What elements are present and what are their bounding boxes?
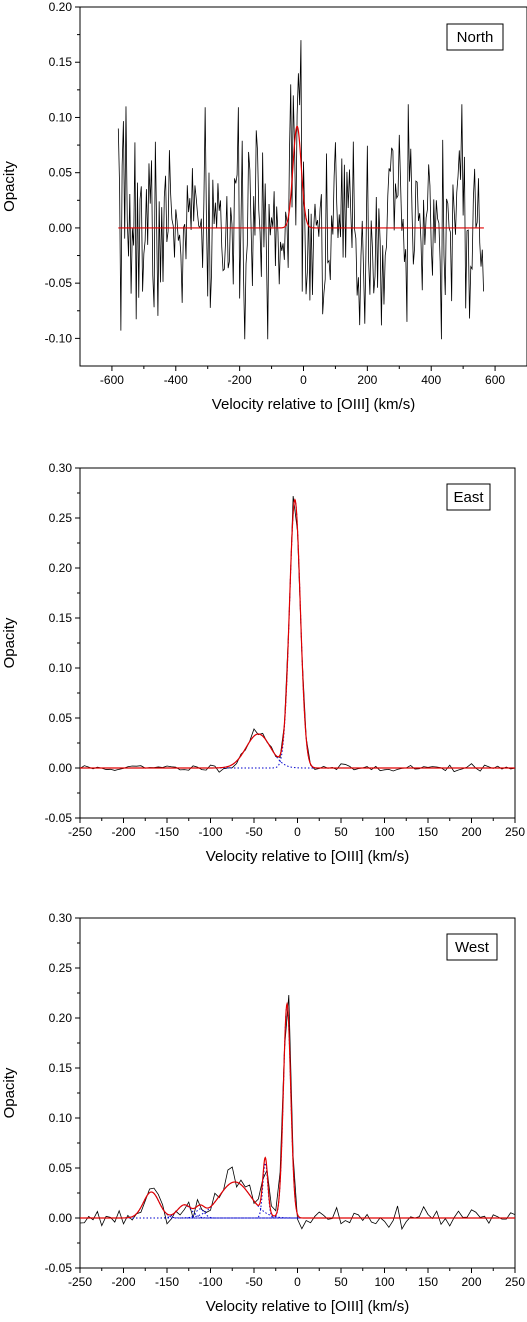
y-tick-label: 0.05 [49, 711, 73, 725]
x-tick-label: -50 [245, 825, 263, 839]
y-tick-label: 0.30 [49, 461, 73, 475]
x-axis-label: Velocity relative to [OIII] (km/s) [212, 396, 415, 413]
gaussian-fit-line [80, 1001, 515, 1219]
y-tick-label: 0.05 [49, 166, 73, 180]
y-tick-label: 0.10 [49, 661, 73, 675]
x-tick-label: -400 [164, 373, 188, 387]
x-tick-label: -250 [68, 1275, 92, 1289]
panel-north: -600 -400 -200 0 200 400 600 -0.10 -0.05 0.00 0.05… [1, 0, 527, 413]
y-tick-label: 0.10 [49, 110, 73, 124]
x-tick-label: 200 [357, 373, 377, 387]
panel-label: East [453, 489, 484, 506]
y-axis-label: Opacity [1, 617, 18, 668]
observed-spectrum-line [117, 40, 484, 340]
x-tick-label: -600 [100, 373, 124, 387]
y-tick-label: 0.25 [49, 961, 73, 975]
x-axis-label: Velocity relative to [OIII] (km/s) [206, 1298, 409, 1315]
x-tick-label: -200 [111, 1275, 135, 1289]
x-tick-label: -150 [155, 1275, 179, 1289]
gaussian-component-6 [80, 1002, 515, 1219]
x-tick-label: 0 [294, 825, 301, 839]
x-tick-label: 200 [461, 825, 481, 839]
panel-label: North [457, 29, 494, 46]
gaussian-fit-line [80, 498, 515, 769]
gaussian-component-3 [80, 1208, 515, 1219]
plot-area [80, 994, 515, 1231]
y-tick-label: -0.10 [45, 331, 73, 345]
y-tick-label: 0.05 [49, 1161, 73, 1175]
gaussian-component-1 [80, 733, 515, 769]
x-tick-label: 50 [334, 825, 348, 839]
gaussian-component-5 [80, 1161, 515, 1219]
observed-spectrum-line [80, 994, 515, 1231]
x-tick-label: -100 [198, 1275, 222, 1289]
x-tick-label: 0 [300, 373, 307, 387]
y-tick-label: 0.15 [49, 1061, 73, 1075]
panel-label-box [446, 933, 498, 961]
x-tick-label: 400 [421, 373, 441, 387]
y-axis-label: Opacity [1, 161, 18, 212]
x-tick-label: 0 [294, 1275, 301, 1289]
x-tick-label: 250 [505, 1275, 525, 1289]
x-tick-label: -250 [68, 825, 92, 839]
gaussian-fit-line [118, 125, 484, 229]
x-axis-label: Velocity relative to [OIII] (km/s) [206, 848, 409, 865]
plot-area [80, 495, 515, 773]
x-tick-label: -200 [228, 373, 252, 387]
x-tick-label: 100 [374, 1275, 394, 1289]
x-tick-label: -50 [245, 1275, 263, 1289]
y-tick-label: 0.25 [49, 511, 73, 525]
y-tick-label: 0.30 [49, 911, 73, 925]
x-tick-label: 150 [418, 1275, 438, 1289]
y-tick-label: 0.20 [49, 561, 73, 575]
y-tick-label: -0.05 [45, 276, 73, 290]
y-tick-label: 0.10 [49, 1111, 73, 1125]
y-tick-label: 0.00 [49, 221, 73, 235]
x-tick-label: 600 [485, 373, 505, 387]
y-tick-label: 0.15 [49, 55, 73, 69]
x-tick-label: 250 [505, 825, 525, 839]
x-tick-label: -150 [155, 825, 179, 839]
y-tick-label: -0.05 [45, 1261, 73, 1275]
x-tick-label: 150 [418, 825, 438, 839]
y-tick-label: -0.05 [45, 811, 73, 825]
plot-area [117, 40, 484, 340]
y-tick-label: 0.20 [49, 1011, 73, 1025]
panel-west: -250 -200 -150 -100 -50 0 50 100 150 200 250 -0.05 0… [1, 911, 525, 1315]
y-tick-label: 0.00 [49, 761, 73, 775]
y-axis-label: Opacity [1, 1067, 18, 1118]
panel-label: West [455, 939, 490, 956]
y-tick-label: 0.15 [49, 611, 73, 625]
x-tick-label: 50 [334, 1275, 348, 1289]
y-tick-label: 0.20 [49, 0, 73, 14]
x-tick-label: -200 [111, 825, 135, 839]
panel-east: -250 -200 -150 -100 -50 0 50 100 150 200 250 -0.05 0… [1, 461, 525, 865]
y-tick-label: 0.00 [49, 1211, 73, 1225]
x-tick-label: 100 [374, 825, 394, 839]
x-tick-label: -100 [198, 825, 222, 839]
panel-label-box [446, 23, 504, 51]
x-tick-label: 200 [461, 1275, 481, 1289]
panel-label-box [446, 483, 491, 511]
